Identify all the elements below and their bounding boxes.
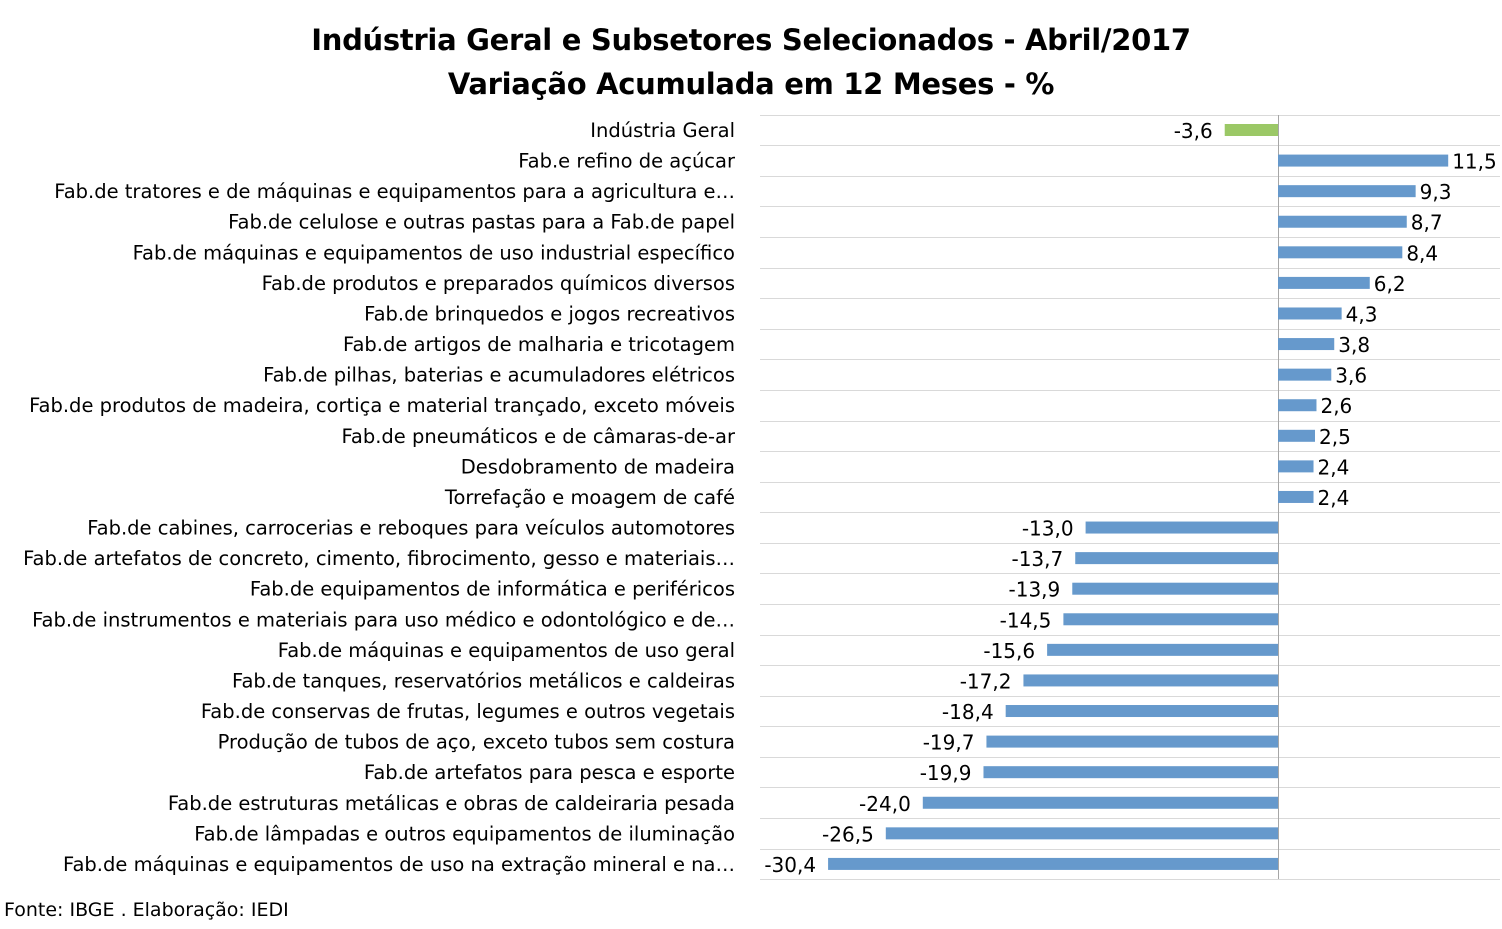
bar: [922, 796, 1278, 809]
bar: [1063, 613, 1278, 626]
data-label: 3,8: [1338, 333, 1370, 357]
category-label: Fab.de estruturas metálicas e obras de c…: [168, 792, 735, 815]
category-label: Fab.de cabines, carrocerias e reboques p…: [87, 517, 735, 540]
data-label: -19,7: [923, 731, 975, 755]
bar: [1278, 460, 1314, 473]
category-label: Fab.de pilhas, baterias e acumuladores e…: [263, 364, 735, 387]
bar: [1278, 246, 1403, 259]
category-label: Fab.de tratores e de máquinas e equipame…: [54, 180, 735, 203]
data-label: -30,4: [764, 853, 816, 877]
bar: [983, 766, 1278, 779]
category-label: Torrefação e moagem de café: [444, 486, 735, 509]
bar: [1224, 124, 1278, 136]
category-label: Fab.e refino de açúcar: [518, 150, 736, 173]
data-label: 8,4: [1406, 241, 1438, 265]
category-label: Desdobramento de madeira: [461, 455, 735, 478]
bar: [1278, 154, 1449, 167]
category-label: Fab.de brinquedos e jogos recreativos: [364, 302, 735, 325]
bar: [1047, 643, 1278, 656]
data-label: 2,4: [1318, 455, 1350, 479]
data-label: -19,9: [920, 761, 972, 785]
bar: [1278, 338, 1335, 351]
bar: [1278, 368, 1332, 381]
bar: [986, 735, 1278, 748]
category-label: Fab.de máquinas e equipamentos de uso na…: [63, 853, 735, 876]
category-label: Fab.de instrumentos e materiais para uso…: [32, 608, 735, 631]
bar: [1085, 521, 1278, 534]
category-label: Fab.de máquinas e equipamentos de uso in…: [133, 241, 735, 264]
category-label: Fab.de artefatos para pesca e esporte: [364, 761, 735, 784]
data-label: 11,5: [1452, 150, 1497, 174]
bar: [1075, 552, 1278, 565]
data-label: 4,3: [1346, 302, 1378, 326]
bar: [1278, 307, 1342, 320]
chart-title: Indústria Geral e Subsetores Selecionado…: [311, 23, 1191, 57]
category-label: Fab.de pneumáticos e de câmaras-de-ar: [341, 425, 736, 448]
category-label: Fab.de lâmpadas e outros equipamentos de…: [194, 822, 735, 845]
data-label: -15,6: [983, 639, 1035, 663]
bar: [1278, 185, 1416, 198]
data-label: -26,5: [822, 822, 874, 846]
category-label: Fab.de equipamentos de informática e per…: [250, 578, 735, 601]
category-label: Fab.de tanques, reservatórios metálicos …: [232, 669, 735, 692]
data-label: -3,6: [1174, 119, 1213, 143]
category-label: Fab.de produtos de madeira, cortiça e ma…: [29, 394, 735, 417]
data-label: -17,2: [960, 669, 1012, 693]
category-label: Fab.de máquinas e equipamentos de uso ge…: [278, 639, 735, 662]
data-label: -14,5: [1000, 608, 1052, 632]
bar: [1278, 399, 1317, 412]
category-label: Fab.de celulose e outras pastas para a F…: [228, 211, 735, 234]
bar: [828, 857, 1278, 870]
bar: [1278, 490, 1314, 503]
bar: [1278, 215, 1407, 228]
data-label: -18,4: [942, 700, 994, 724]
data-label: -13,7: [1011, 547, 1063, 571]
category-label: Fab.de artefatos de concreto, cimento, f…: [23, 547, 735, 570]
chart-subtitle: Variação Acumulada em 12 Meses - %: [447, 67, 1055, 101]
data-label: 2,4: [1318, 486, 1350, 510]
data-label: -13,9: [1009, 578, 1061, 602]
data-label: -13,0: [1022, 517, 1074, 541]
bar: [885, 827, 1278, 840]
data-label: 3,6: [1335, 364, 1367, 388]
category-label: Indústria Geral: [590, 119, 735, 142]
bar: [1005, 705, 1278, 718]
category-label: Fab.de artigos de malharia e tricotagem: [343, 333, 735, 356]
data-label: 8,7: [1411, 211, 1443, 235]
category-label: Fab.de conservas de frutas, legumes e ou…: [201, 700, 735, 723]
bar: [1072, 582, 1278, 595]
bar: [1278, 429, 1315, 442]
source-note: Fonte: IBGE . Elaboração: IEDI: [4, 899, 289, 921]
category-label: Fab.de produtos e preparados químicos di…: [262, 272, 735, 295]
data-label: 9,3: [1420, 180, 1452, 204]
data-label: 2,5: [1319, 425, 1351, 449]
data-label: 2,6: [1320, 394, 1352, 418]
data-label: 6,2: [1374, 272, 1406, 296]
data-label: -24,0: [859, 792, 911, 816]
bar: [1278, 276, 1370, 289]
category-label: Produção de tubos de aço, exceto tubos s…: [218, 731, 735, 754]
bar: [1023, 674, 1278, 687]
